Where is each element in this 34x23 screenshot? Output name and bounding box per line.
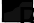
Text: R^2=0.996: R^2=0.996 [17, 5, 34, 23]
Point [12, 18, 13, 19]
Point [19, 14, 20, 15]
